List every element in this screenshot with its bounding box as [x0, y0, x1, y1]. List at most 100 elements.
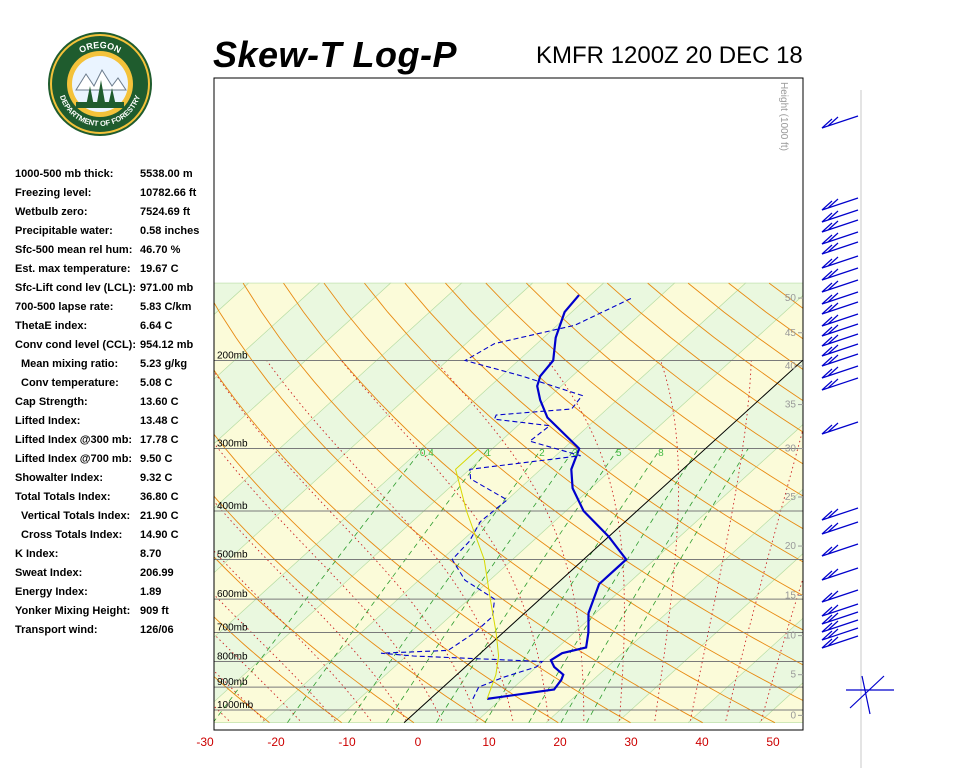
wind-barb-staff — [821, 255, 859, 269]
index-value: 126/06 — [140, 624, 174, 636]
mixing-ratio-line — [586, 448, 749, 723]
temperature-band — [474, 424, 803, 724]
mixing-ratio-line — [214, 448, 424, 723]
chart-title: Skew-T Log-P — [213, 34, 458, 75]
index-value: 21.90 C — [140, 510, 179, 522]
wind-barb — [821, 301, 859, 315]
wind-barb-flag — [827, 522, 839, 533]
wind-barb — [821, 353, 859, 367]
pressure-label: 400mb — [217, 501, 248, 512]
wind-barb — [821, 255, 859, 269]
index-row: Sfc-500 mean rel hum: 46.70 % — [15, 244, 215, 263]
logo-seal: OREGON DEPARTMENT OF FORESTRY — [48, 32, 152, 136]
index-row: 700-500 lapse rate: 5.83 C/km — [15, 301, 215, 320]
pressure-label: 900mb — [217, 677, 248, 688]
mixing-ratio-label: 8 — [658, 448, 664, 459]
index-row: 1000-500 mb thick: 5538.00 m — [15, 168, 215, 187]
moist-adiabat — [214, 705, 230, 721]
wind-barb-flag — [821, 546, 833, 557]
height-tick-label: 0 — [790, 710, 796, 721]
wind-barb-flag — [827, 544, 839, 555]
wind-barb-flag — [821, 380, 833, 391]
temperature-band — [332, 295, 803, 724]
wind-barb-staff — [821, 241, 859, 255]
index-label: Wetbulb zero: — [15, 206, 88, 218]
wind-barb-flag — [827, 354, 839, 365]
wind-barb-flag — [821, 212, 833, 223]
temperature-axis: -30 -20 -10 0 10 20 30 40 50 — [196, 735, 780, 749]
index-label: Showalter Index: — [15, 472, 104, 484]
wind-barb — [821, 507, 859, 521]
isobar-lines — [214, 360, 803, 711]
wind-barb-flag — [821, 606, 833, 617]
pressure-label: 500mb — [217, 549, 248, 560]
temperature-bands — [0, 282, 803, 724]
dry-adiabat — [0, 283, 125, 723]
wind-barb — [821, 115, 859, 129]
logo-ground — [76, 102, 124, 108]
mixing-ratio-line — [287, 448, 489, 723]
wind-barb-staff — [821, 267, 859, 281]
dry-adiabat — [0, 283, 197, 723]
wind-barb-flag — [821, 234, 833, 245]
wind-barb-flag — [827, 116, 839, 127]
wind-barb — [821, 627, 859, 641]
index-row: Vertical Totals Index: 21.90 C — [15, 510, 215, 529]
wind-barb-staff — [821, 219, 859, 233]
pressure-label: 800mb — [217, 652, 248, 663]
index-row: Lifted Index @300 mb: 17.78 C — [15, 434, 215, 453]
oregon-forestry-logo: OREGON DEPARTMENT OF FORESTRY — [46, 30, 154, 138]
wind-barb-flag — [827, 242, 839, 253]
wind-barb-staff — [849, 675, 885, 709]
index-row: Conv cond level (CCL): 954.12 mb — [15, 339, 215, 358]
index-value: 17.78 C — [140, 434, 179, 446]
index-row: Precipitable water: 0.58 inches — [15, 225, 215, 244]
wind-barb — [821, 343, 859, 357]
wind-barb-flag — [821, 510, 833, 521]
index-row: Sfc-Lift cond lev (LCL): 971.00 mb — [15, 282, 215, 301]
index-label: Vertical Totals Index: — [21, 510, 131, 522]
index-row: Transport wind: 126/06 — [15, 624, 215, 643]
wind-barb-staff — [821, 421, 859, 435]
wind-barb-flag — [827, 220, 839, 231]
mixing-ratio-label: 3 — [572, 448, 578, 459]
wind-barb — [821, 279, 859, 293]
wind-barb — [821, 197, 859, 211]
wind-barb-staff — [821, 543, 859, 557]
wind-barb-flag — [821, 368, 833, 379]
index-label: Sfc-Lift cond lev (LCL): — [15, 282, 136, 294]
index-label: Conv cond level (CCL): — [15, 339, 137, 351]
wind-barb — [821, 619, 859, 633]
dry-adiabat — [810, 283, 960, 723]
index-value: 13.60 C — [140, 396, 179, 408]
wind-barb-flag — [827, 344, 839, 355]
index-value: 7524.69 ft — [140, 206, 191, 218]
index-value: 46.70 % — [140, 244, 181, 256]
index-value: 14.90 C — [140, 529, 179, 541]
wind-barb-flag — [821, 222, 833, 233]
wind-barb — [821, 313, 859, 327]
dry-adiabat — [404, 282, 803, 597]
index-label: Cap Strength: — [15, 396, 88, 408]
index-value: 206.99 — [140, 567, 174, 579]
moist-adiabat — [0, 361, 193, 721]
index-value: 0.58 inches — [140, 225, 200, 237]
sounding-profiles — [380, 294, 633, 700]
wind-barb-flag — [827, 620, 839, 631]
dewpoint-profile — [380, 297, 633, 700]
temperature-band — [0, 283, 107, 723]
mixing-ratio-label: 2 — [539, 448, 545, 459]
index-value: 909 ft — [140, 605, 169, 617]
wind-barb-staff — [821, 291, 859, 305]
wind-barb-staff — [821, 353, 859, 367]
wind-barb — [821, 323, 859, 337]
wind-barb-flag — [821, 614, 833, 625]
pressure-label: 200mb — [217, 351, 248, 362]
plot-frame — [213, 77, 804, 731]
height-tick-label: 15 — [785, 590, 797, 601]
wind-barb — [821, 333, 859, 347]
index-label: 700-500 lapse rate: — [15, 301, 114, 313]
moist-adiabat — [547, 360, 625, 721]
mixing-ratio-line — [436, 448, 619, 723]
wind-barb-flag — [827, 198, 839, 209]
